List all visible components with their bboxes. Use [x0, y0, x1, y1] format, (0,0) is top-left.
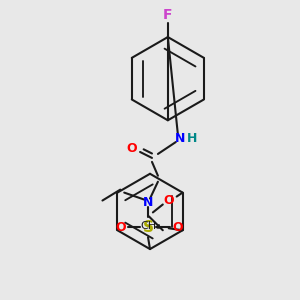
- Text: N: N: [143, 196, 153, 209]
- Text: F: F: [163, 8, 172, 22]
- Text: CH₃: CH₃: [140, 221, 161, 231]
- Text: O: O: [172, 221, 183, 234]
- Text: O: O: [164, 194, 174, 207]
- Text: N: N: [175, 132, 185, 145]
- Text: S: S: [142, 220, 154, 235]
- Text: O: O: [127, 142, 137, 154]
- Text: O: O: [115, 221, 126, 234]
- Text: H: H: [186, 132, 197, 145]
